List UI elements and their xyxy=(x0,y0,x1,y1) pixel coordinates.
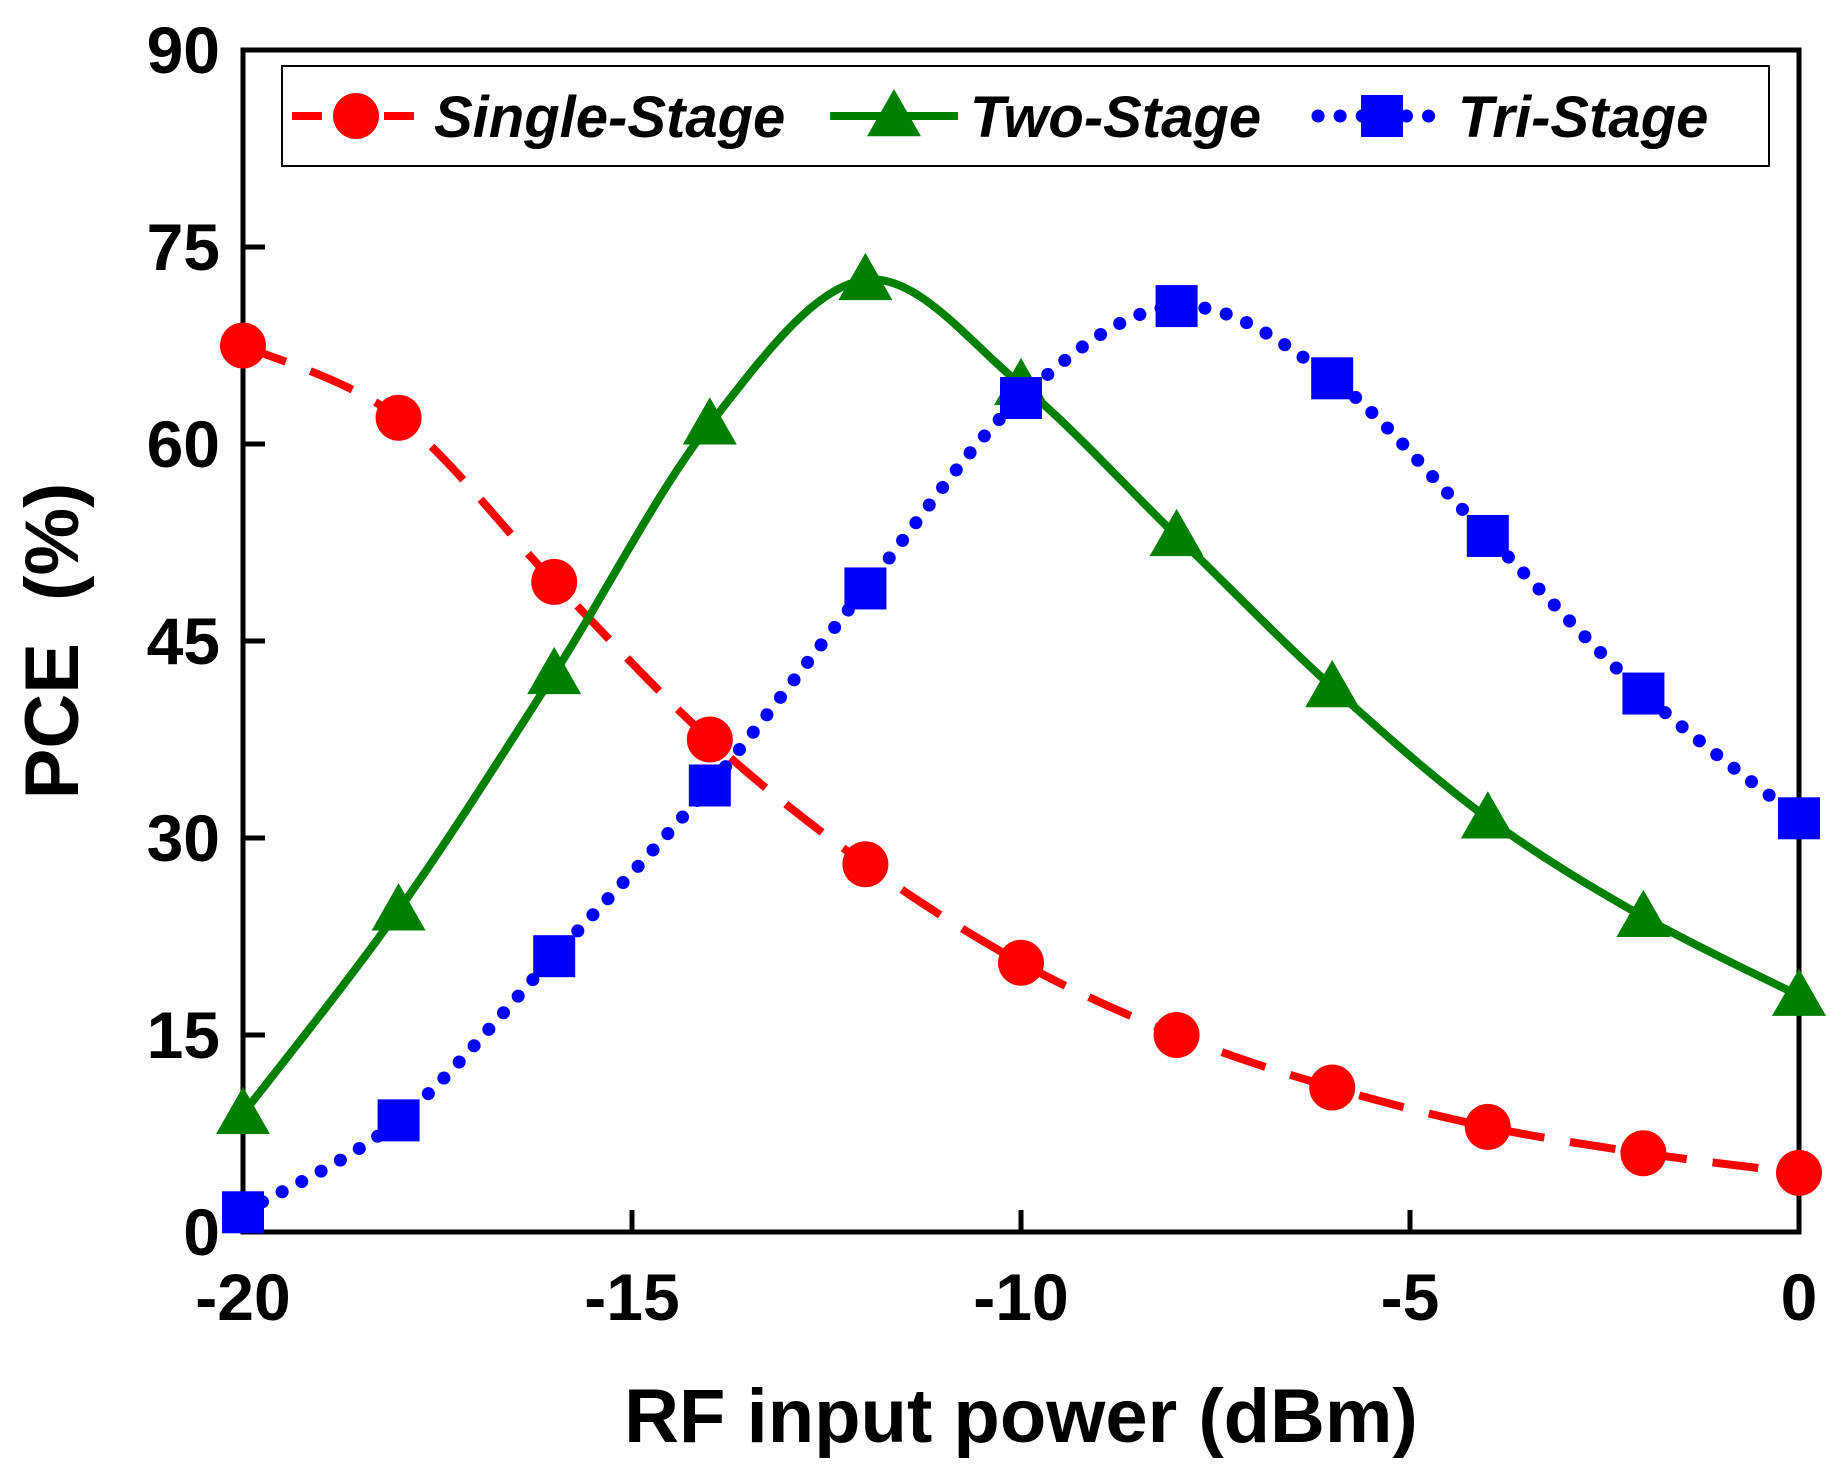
data-point xyxy=(1305,659,1360,708)
series-line xyxy=(236,299,1806,1219)
legend-marker xyxy=(867,89,921,137)
data-point xyxy=(1622,672,1665,715)
data-point xyxy=(375,394,422,441)
data-point xyxy=(842,841,889,888)
legend: Single-Stage Two-Stage Tri-Stage xyxy=(281,65,1770,167)
series-single-stage xyxy=(220,322,1822,1196)
data-point xyxy=(1776,1149,1822,1196)
data-point xyxy=(371,883,426,931)
data-point xyxy=(1466,514,1509,557)
data-point xyxy=(1464,1103,1511,1150)
x-tick-label: -15 xyxy=(584,1260,679,1334)
data-point xyxy=(533,935,576,978)
data-point xyxy=(1311,357,1354,400)
y-tick-label: 75 xyxy=(147,210,220,284)
series-layer xyxy=(216,252,1826,1234)
series-tri-stage xyxy=(222,285,1820,1234)
data-point xyxy=(838,252,893,301)
legend-entry-single-stage: Single-Stage xyxy=(292,85,785,150)
data-point xyxy=(1155,285,1198,328)
series-line xyxy=(241,341,1800,1177)
data-point xyxy=(1309,1064,1356,1111)
x-tick-label: -10 xyxy=(973,1260,1068,1334)
data-point xyxy=(216,1086,270,1135)
data-point xyxy=(1460,791,1515,839)
data-point xyxy=(1149,508,1204,557)
legend-label: Two-Stage xyxy=(970,85,1261,150)
data-point xyxy=(1778,797,1820,840)
data-point xyxy=(1772,968,1826,1016)
data-point xyxy=(1620,1130,1667,1177)
y-tick-label: 0 xyxy=(183,1195,220,1269)
series-two-stage xyxy=(216,252,1826,1135)
legend-box xyxy=(281,65,1770,167)
y-axis-title: PCE (%) xyxy=(10,483,95,800)
legend-label: Tri-Stage xyxy=(1458,85,1708,150)
data-point xyxy=(686,716,733,763)
data-point xyxy=(998,939,1044,986)
data-point xyxy=(220,322,266,369)
data-point xyxy=(1000,377,1042,420)
x-tick-label: -20 xyxy=(195,1260,290,1334)
y-tick-label: 15 xyxy=(147,998,220,1072)
data-point xyxy=(531,558,578,605)
data-point xyxy=(688,764,731,807)
legend-entry-tri-stage: Tri-Stage xyxy=(1311,85,1708,150)
data-point xyxy=(377,1099,420,1142)
x-tick-label: 0 xyxy=(1781,1260,1818,1334)
axes: -20 -15 -10 -5 0 0 15 30 45 60 75 90 xyxy=(147,13,1818,1334)
data-point xyxy=(844,567,887,610)
y-tick-label: 45 xyxy=(147,604,220,678)
x-tick-label: -5 xyxy=(1381,1260,1440,1334)
data-point xyxy=(682,397,737,445)
y-tick-label: 30 xyxy=(147,801,220,875)
plot-frame xyxy=(240,47,1802,1235)
y-tick-label: 60 xyxy=(147,407,220,481)
legend-marker xyxy=(333,93,379,139)
legend-label: Single-Stage xyxy=(434,85,785,150)
y-tick-label: 90 xyxy=(147,13,220,87)
legend-marker xyxy=(1361,95,1403,137)
data-point xyxy=(527,646,582,695)
x-axis-title: RF input power (dBm) xyxy=(624,1374,1418,1459)
data-point xyxy=(1153,1012,1200,1058)
data-point xyxy=(1616,889,1671,938)
legend-entry-two-stage: Two-Stage xyxy=(830,85,1261,150)
data-point xyxy=(222,1191,264,1234)
